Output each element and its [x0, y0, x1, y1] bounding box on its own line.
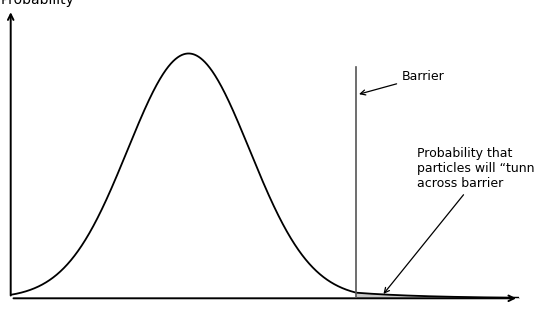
- Text: Barrier: Barrier: [361, 70, 445, 95]
- Text: Probability that
particles will “tunnel”
across barrier: Probability that particles will “tunnel”…: [384, 147, 535, 293]
- Text: Probability: Probability: [1, 0, 74, 7]
